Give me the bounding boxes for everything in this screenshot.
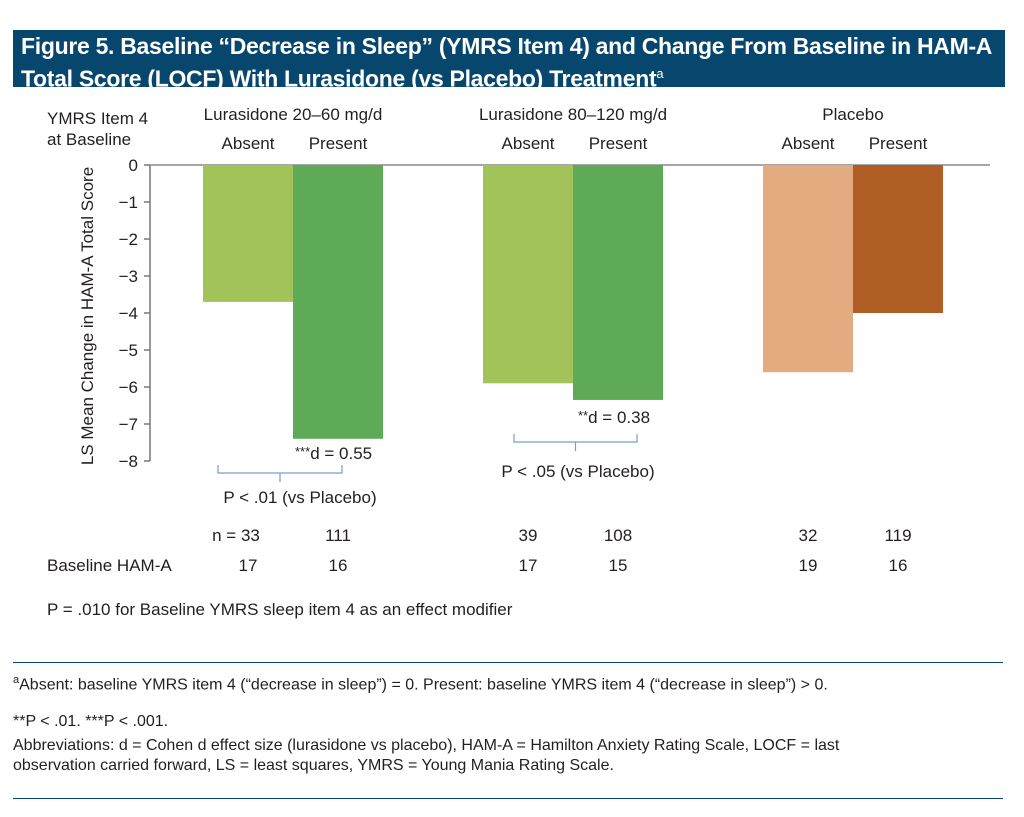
bar-absent [763, 165, 853, 373]
y-tick-label: −3 [119, 267, 138, 286]
effect-size-label: ***d = 0.55 [295, 444, 372, 463]
n-value: 108 [604, 526, 632, 545]
title-text: Figure 5. Baseline “Decrease in Sleep” (… [21, 33, 992, 92]
n-value: 32 [799, 526, 818, 545]
footnote-a: aAbsent: baseline YMRS item 4 (“decrease… [13, 674, 828, 694]
y-tick-label: −8 [119, 452, 138, 471]
footnote-abbreviations: Abbreviations: d = Cohen d effect size (… [13, 737, 840, 774]
baseline-value: 17 [239, 556, 258, 575]
footnote-rule-bottom [13, 798, 1003, 799]
significance-bracket [513, 434, 638, 451]
baseline-value: 16 [889, 556, 908, 575]
category-label: Present [869, 134, 928, 153]
significance-bracket [217, 465, 343, 482]
y-tick-label: −5 [119, 341, 138, 360]
group-label: Lurasidone 80–120 mg/d [479, 105, 667, 124]
y-tick-label: −4 [119, 304, 138, 323]
footnote-rule-top [13, 662, 1003, 663]
y-tick-label: −2 [119, 230, 138, 249]
n-value: 119 [884, 526, 911, 545]
p-value-label: P < .01 (vs Placebo) [223, 488, 376, 507]
n-value: 111 [325, 526, 351, 545]
y-tick-label: −6 [119, 378, 138, 397]
title-sup: a [656, 66, 664, 81]
y-tick-label: −7 [119, 415, 138, 434]
footnote-a-text: Absent: baseline YMRS item 4 (“decrease … [19, 676, 828, 694]
group-label: Lurasidone 20–60 mg/d [204, 105, 383, 124]
y-tick-label: 0 [129, 156, 138, 175]
y-axis-label: LS Mean Change in HAM-A Total Score [78, 167, 97, 465]
category-label: Absent [222, 134, 275, 153]
effect-size-label: **d = 0.38 [578, 408, 650, 427]
figure-title: Figure 5. Baseline “Decrease in Sleep” (… [13, 30, 1005, 92]
n-value: 39 [519, 526, 538, 545]
baseline-value: 19 [799, 556, 818, 575]
p-value-label: P < .05 (vs Placebo) [501, 462, 654, 481]
y-tick-label: −1 [119, 193, 138, 212]
bar-present [293, 165, 383, 439]
baseline-value: 15 [609, 556, 628, 575]
bar-absent [203, 165, 293, 302]
baseline-value: 17 [519, 556, 538, 575]
bar-present [853, 165, 943, 313]
category-label: Present [589, 134, 648, 153]
footnote-significance: **P < .01. ***P < .001. [13, 713, 169, 730]
bar-absent [483, 165, 573, 384]
n-value: n = 33 [212, 526, 260, 545]
row-header-line1: YMRS Item 4 [47, 109, 148, 128]
category-label: Absent [782, 134, 835, 153]
bar-chart: YMRS Item 4 at Baseline LS Mean Change i… [47, 105, 990, 619]
category-label: Present [309, 134, 368, 153]
baseline-value: 16 [329, 556, 348, 575]
category-label: Absent [502, 134, 555, 153]
effect-modifier-note: P = .010 for Baseline YMRS sleep item 4 … [47, 600, 513, 619]
row-header-line2: at Baseline [47, 130, 131, 149]
group-label: Placebo [822, 105, 883, 124]
baseline-label: Baseline HAM-A [47, 556, 172, 575]
bar-present [573, 165, 663, 400]
